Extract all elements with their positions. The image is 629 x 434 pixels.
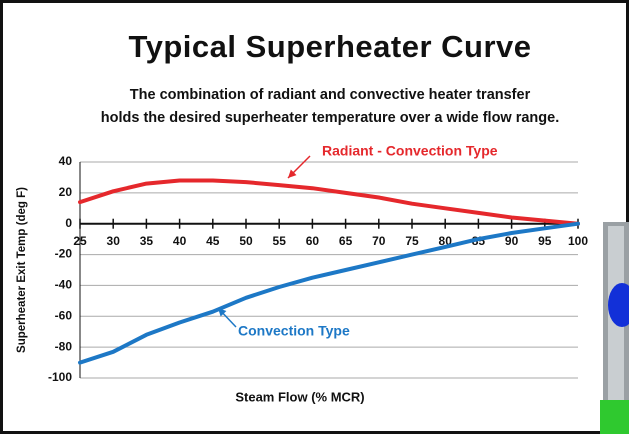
x-tick-label: 95 <box>538 234 552 248</box>
y-tick-label: 40 <box>59 154 73 168</box>
x-tick-label: 90 <box>505 234 519 248</box>
subtitle: The combination of radiant and convectiv… <box>130 87 531 103</box>
y-tick-label: -60 <box>55 308 73 322</box>
subtitle: holds the desired superheater temperatur… <box>101 110 560 126</box>
y-tick-label: -100 <box>48 370 72 384</box>
series-line <box>78 178 580 226</box>
x-tick-label: 45 <box>206 234 220 248</box>
y-tick-label: 0 <box>65 216 72 230</box>
x-tick-label: 65 <box>339 234 353 248</box>
x-tick-label: 75 <box>405 234 419 248</box>
x-tick-label: 25 <box>73 234 87 248</box>
chart-title: Typical Superheater Curve <box>128 29 531 64</box>
x-tick-label: 70 <box>372 234 386 248</box>
y-tick-label: -20 <box>55 247 73 261</box>
y-tick-label: -80 <box>55 339 73 353</box>
series-label: Convection Type <box>238 323 350 339</box>
x-tick-label: 50 <box>239 234 253 248</box>
x-tick-label: 100 <box>568 234 588 248</box>
equipment-image <box>600 222 629 434</box>
y-axis-label: Superheater Exit Temp (deg F) <box>16 187 28 353</box>
x-axis-label: Steam Flow (% MCR) <box>235 389 364 404</box>
series-label: Radiant - Convection Type <box>322 143 498 159</box>
arrow-head <box>218 308 227 317</box>
arrow-head <box>288 169 297 178</box>
x-tick-label: 30 <box>107 234 121 248</box>
series-line <box>78 221 580 365</box>
x-tick-label: 40 <box>173 234 187 248</box>
y-tick-label: -40 <box>55 278 73 292</box>
x-tick-label: 35 <box>140 234 154 248</box>
x-tick-label: 55 <box>273 234 287 248</box>
y-tick-label: 20 <box>59 185 73 199</box>
x-tick-label: 60 <box>306 234 320 248</box>
